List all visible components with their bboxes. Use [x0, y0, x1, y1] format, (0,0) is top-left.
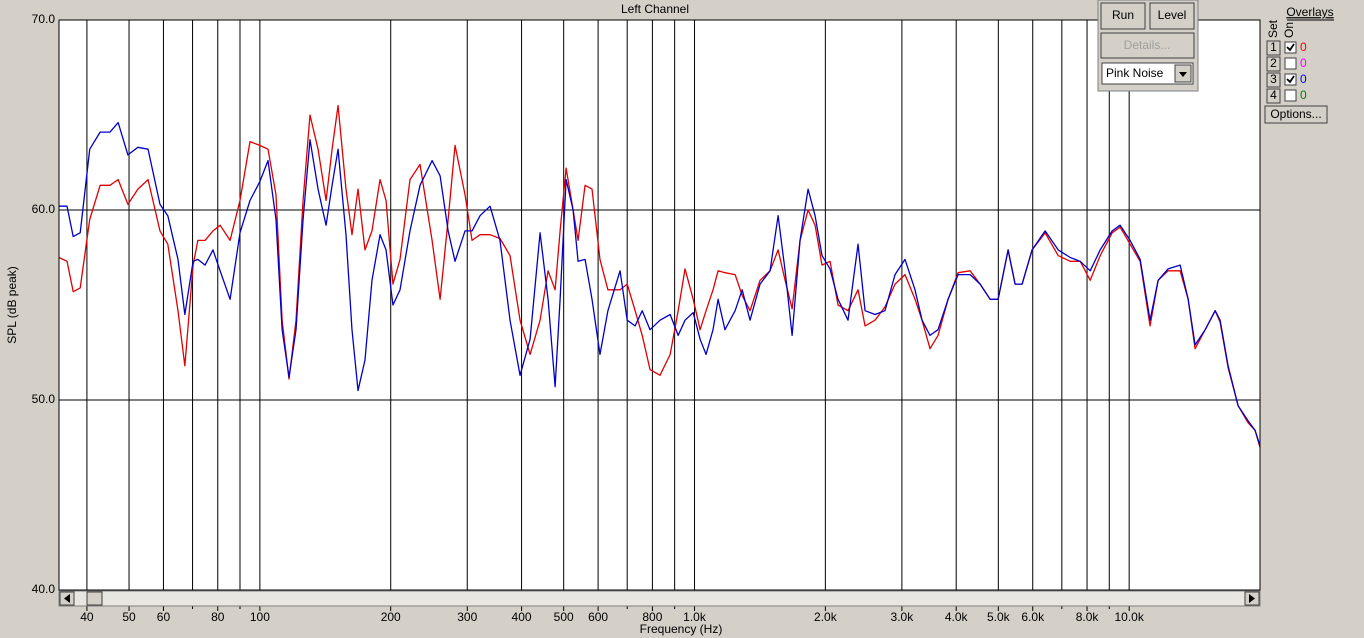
- check-mark: [1286, 43, 1295, 52]
- response-curve: [59, 121, 1261, 446]
- set-button[interactable]: [1266, 88, 1281, 104]
- overlay-label: 0: [1300, 88, 1307, 102]
- x-tick-label: 300: [457, 610, 477, 624]
- y-axis-label: SPL (dB peak): [5, 266, 19, 344]
- select-arrow: [1179, 72, 1187, 77]
- x-tick-label: 5.0k: [987, 610, 1011, 624]
- y-tick-label: 40.0: [32, 582, 56, 596]
- level-button[interactable]: [1149, 2, 1195, 30]
- x-tick-label: 10.0k: [1114, 610, 1144, 624]
- details-button[interactable]: [1100, 32, 1195, 59]
- plot-area: [58, 19, 1261, 591]
- y-tick-label: 50.0: [32, 392, 56, 406]
- y-tick-label: 60.0: [32, 202, 56, 216]
- overlay-checkbox[interactable]: [1284, 41, 1297, 54]
- x-tick-label: 40: [80, 610, 94, 624]
- generator-label: Pink Noise: [1106, 66, 1164, 80]
- x-tick-label: 8.0k: [1076, 610, 1100, 624]
- x-tick-label: 3.0k: [891, 610, 915, 624]
- x-tick-label: 1.0k: [683, 610, 707, 624]
- x-axis-label: Frequency (Hz): [640, 622, 723, 636]
- on-header: On: [1282, 22, 1296, 38]
- set-number: 1: [1270, 40, 1277, 54]
- overlay-panel: Overlays Set On Options... 1 0 2 0 3 0 4 0: [1264, 5, 1334, 124]
- level-label: Level: [1158, 8, 1187, 22]
- x-tick-label: 80: [211, 610, 225, 624]
- y-tick-label: 70.0: [32, 12, 56, 26]
- overlay-label: 0: [1300, 56, 1307, 70]
- plot-border: [58, 19, 1261, 591]
- x-tick-label: 4.0k: [945, 610, 969, 624]
- overlay-label: 0: [1300, 40, 1307, 54]
- check-mark: [1286, 75, 1295, 84]
- scroll-track: [58, 590, 1261, 607]
- x-tick-label: 400: [512, 610, 532, 624]
- x-tick-label: 200: [381, 610, 401, 624]
- options-label: Options...: [1270, 107, 1321, 121]
- set-header: Set: [1266, 19, 1280, 38]
- set-number: 2: [1270, 56, 1277, 70]
- overlay-checkbox[interactable]: [1284, 89, 1297, 102]
- scroll-thumb[interactable]: [86, 591, 103, 606]
- overlay-label: 0: [1300, 72, 1307, 86]
- scrollbar[interactable]: [58, 590, 1261, 607]
- run-label: Run: [1112, 8, 1134, 22]
- options-button[interactable]: [1264, 105, 1328, 124]
- control-panel: Run Level Details... Pink Noise: [1097, 0, 1199, 92]
- overlay-checkbox[interactable]: [1284, 57, 1297, 70]
- arrow-right: [1249, 594, 1255, 603]
- generator-select[interactable]: [1101, 62, 1194, 85]
- x-tick-label: 2.0k: [814, 610, 838, 624]
- set-number: 4: [1270, 88, 1277, 102]
- set-number: 3: [1270, 72, 1277, 86]
- x-tick-label: 500: [554, 610, 574, 624]
- x-tick-label: 800: [642, 610, 662, 624]
- set-button[interactable]: [1266, 40, 1281, 56]
- overlay-checkbox[interactable]: [1284, 73, 1297, 86]
- plot: 40.0 50.0 60.0 70.0 40 50 60 80 100 200 300 400 500 6…: [32, 12, 1261, 624]
- x-tick-label: 100: [250, 610, 270, 624]
- set-button[interactable]: [1266, 72, 1281, 88]
- chart-title: Left Channel: [621, 2, 689, 16]
- x-tick-label: 60: [157, 610, 171, 624]
- arrow-left: [64, 594, 70, 603]
- x-tick-label: 6.0k: [1021, 610, 1045, 624]
- x-tick-label: 600: [588, 610, 608, 624]
- overlays-title: Overlays: [1286, 5, 1333, 19]
- set-button[interactable]: [1266, 56, 1281, 72]
- x-tick-label: 50: [122, 610, 136, 624]
- run-button[interactable]: [1100, 2, 1146, 30]
- details-label: Details...: [1124, 38, 1171, 52]
